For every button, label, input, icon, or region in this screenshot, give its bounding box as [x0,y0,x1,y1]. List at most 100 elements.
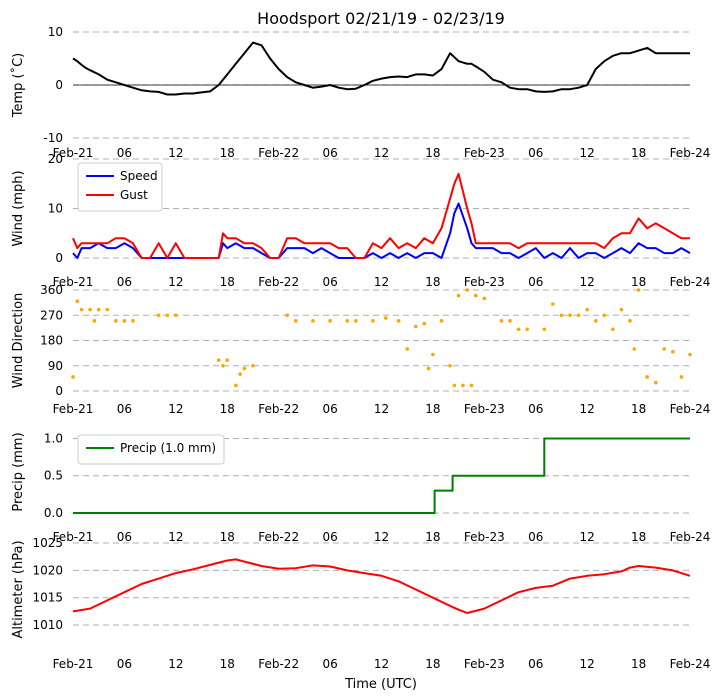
altimeter-ytick-label: 1020 [32,563,63,577]
direction-ytick-label: 270 [40,308,63,322]
wind-ytick-label: 10 [48,202,63,216]
temp-xtick-label: 12 [168,146,183,160]
direction-point [426,366,431,371]
direction-point [122,319,127,323]
wind-xtick-label: 06 [322,275,337,289]
direction-point [499,319,504,323]
temp-xtick-label: 12 [374,146,389,160]
temp-xtick-label: 06 [117,146,132,160]
altimeter-ytick-label: 1010 [32,618,63,632]
altimeter-xtick-label: 06 [528,657,543,671]
direction-point [585,307,589,312]
direction-point [542,327,547,332]
direction-point [473,293,478,298]
temp-xtick-label: Feb-21 [53,146,94,160]
altimeter-ytick-label: 1015 [32,591,63,605]
wind-xtick-label: Feb-24 [670,275,711,289]
wind-y-axis-label: Wind (mph) [11,170,26,246]
precip-ytick-label: 0.5 [44,469,63,483]
temp-xtick-label: 18 [425,146,440,160]
temp-xtick-label: 06 [322,146,337,160]
direction-point [75,299,80,304]
wind-xtick-label: 18 [631,275,646,289]
direction-point [439,319,444,323]
wind-ytick-label: 20 [48,152,63,166]
direction-point [422,321,427,326]
temp-xtick-label: 12 [580,146,595,160]
altimeter-xtick-label: 06 [322,657,337,671]
direction-point [96,307,101,312]
altimeter-xtick-label: 18 [220,657,235,671]
direction-point [238,372,242,376]
direction-point [413,324,418,329]
direction-point [216,358,221,362]
direction-point [456,293,461,298]
direction-point [105,307,110,312]
precip-xtick-label: 12 [168,530,183,544]
direction-xtick-label: 18 [425,402,440,416]
direction-point [311,319,315,323]
direction-point [396,319,401,323]
direction-y-axis-label: Wind Direction [11,293,26,389]
temp-panel: -10 0 10 Feb-21 06 12 18 Feb-22 06 12 18 Feb-23 06 12… [10,25,710,160]
chart-panels: -10 0 10 Feb-21 06 12 18 Feb-22 06 12 18 Feb-23 06 12… [10,25,710,671]
temp-xtick-label: 06 [528,146,543,160]
wind-xtick-label: Feb-23 [464,275,505,289]
direction-point [225,358,230,362]
direction-point [636,288,641,292]
wind-series-line [72,202,691,259]
direction-point [671,349,675,354]
altimeter-xtick-label: Feb-22 [258,657,299,671]
direction-ytick-label: 180 [40,334,63,348]
direction-point [619,307,624,312]
direction-xtick-label: 18 [220,402,235,416]
direction-point [251,363,255,368]
direction-point [508,319,512,323]
direction-xtick-label: 12 [580,402,595,416]
direction-xtick-label: Feb-21 [53,402,94,416]
wind-xtick-label: 12 [168,275,183,289]
precip-xtick-label: 18 [425,530,440,544]
direction-point [662,347,667,351]
wind-panel: 0 10 20 Feb-21 06 12 18 Feb-22 06 12 18 Feb-23 06 12 1… [11,152,710,289]
direction-point [92,319,97,323]
direction-point [234,383,238,388]
precip-xtick-label: 12 [374,530,389,544]
direction-xtick-label: Feb-24 [670,402,711,416]
altimeter-xtick-label: 12 [580,657,595,671]
altimeter-xtick-label: 18 [631,657,646,671]
direction-point [285,313,290,318]
wind-xtick-label: 12 [374,275,389,289]
altimeter-xtick-label: 12 [168,657,183,671]
direction-point [242,366,247,371]
direction-point [156,313,161,318]
direction-point [294,319,298,323]
direction-point [568,313,572,318]
altimeter-xtick-label: 06 [117,657,132,671]
wind-legend-label: Gust [120,188,148,202]
direction-point [165,313,170,318]
precip-ytick-label: 0.0 [44,506,63,520]
wind-xtick-label: 18 [425,275,440,289]
temp-xtick-label: Feb-23 [464,146,505,160]
altimeter-xtick-label: 12 [374,657,389,671]
direction-xtick-label: Feb-23 [464,402,505,416]
wind-legend-label: Speed [120,169,158,183]
direction-point [551,302,555,306]
direction-point [469,383,474,388]
precip-legend-label: Precip (1.0 mm) [120,441,216,455]
precip-ytick-label: 1.0 [44,431,63,445]
direction-ytick-label: 90 [48,359,63,373]
precip-xtick-label: 12 [580,530,595,544]
direction-point [345,319,350,323]
direction-point [516,327,521,332]
altimeter-series-line [72,558,691,614]
precip-xtick-label: 06 [117,530,132,544]
precip-xtick-label: 18 [220,530,235,544]
direction-panel: 0 90 180 270 360 Feb-21 06 12 18 Feb-22 06 12 18 Feb-… [11,283,710,416]
wind-xtick-label: 06 [528,275,543,289]
temp-ytick-label: 0 [55,78,63,92]
altimeter-xtick-label: Feb-21 [53,657,94,671]
direction-xtick-label: 06 [117,402,132,416]
direction-xtick-label: 12 [168,402,183,416]
